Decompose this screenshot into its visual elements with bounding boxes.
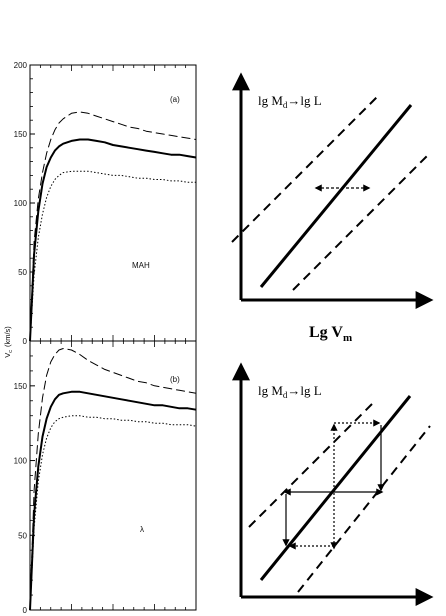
diagram-top: lg Md→lg L Lg Vm [231,72,434,344]
chart-a: 0 50 100 150 200 (a) MAH [14,61,197,346]
chart-a-series-dashed [29,111,197,342]
chart-b-y-tick-label: 50 [18,531,27,540]
chart-b-series-solid [29,390,197,611]
chart-a-y-tick-label: 100 [14,199,28,208]
diagram-top-upper-dashed-line [231,94,380,243]
y-axis-title: Vc (km/s) [3,326,14,358]
chart-a-annotation: MAH [132,261,150,270]
diagram-top-lower-dashed-line [292,155,428,291]
chart-a-series-dotted [29,170,196,342]
y-axis-title-unit: (km/s) [3,326,12,347]
chart-a-series-solid [29,138,197,342]
chart-b-series [29,348,197,611]
chart-b-series-dotted [29,415,197,611]
chart-a-y-tick-label: 150 [14,130,28,139]
y-axis-title-sub: c [8,350,14,353]
chart-a-frame [29,64,197,342]
y-axis-title-main: V [3,353,12,358]
chart-a-series [29,111,197,342]
chart-b-y-tick-label: 150 [14,382,28,391]
chart-a-y-tick-label: 0 [23,337,28,346]
chart-a-y-tick-label: 200 [14,61,28,70]
chart-a-y-tick-label: 50 [18,268,27,277]
diagram-bottom: lg Md→lg L [232,362,434,606]
chart-b-x-ticks [29,341,197,610]
diagram-top-main-line [259,104,413,288]
chart-b-annotation: λ [140,525,144,534]
chart-b-y-tick-label: 100 [14,457,28,466]
diagram-bottom-lower-dashed-line [297,425,431,593]
diagram-top-x-label: Lg Vm [309,324,352,344]
diagram-top-y-label: lg Md→lg L [258,93,322,110]
chart-b: 0 50 100 150 (b) λ [14,340,197,615]
chart-b-series-dashed [29,348,197,611]
chart-b-panel-label: (b) [170,375,180,384]
chart-b-y-tick-label: 0 [23,606,28,615]
chart-a-panel-label: (a) [170,95,180,104]
diagram-bottom-y-label: lg Md→lg L [258,383,322,400]
chart-a-x-ticks [29,65,197,341]
